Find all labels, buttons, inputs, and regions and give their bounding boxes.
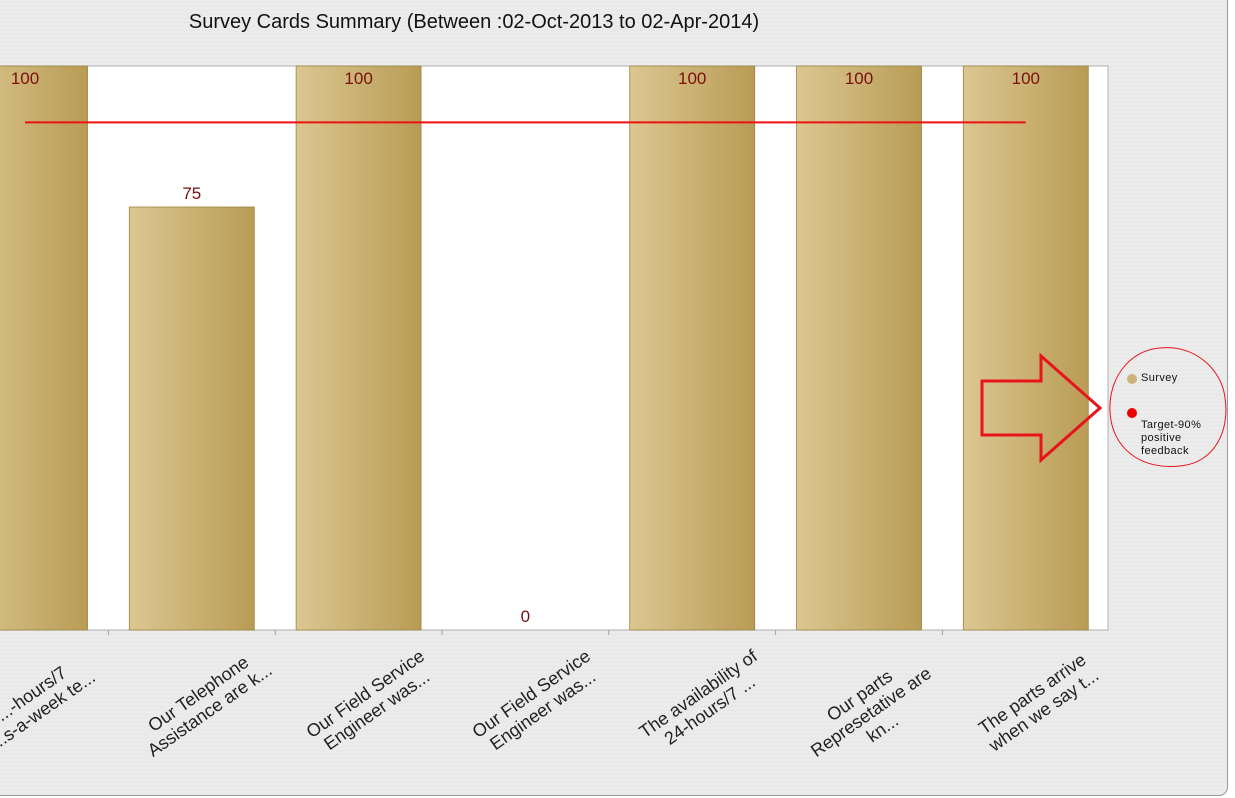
bar-value-label-3: 0	[521, 607, 530, 626]
bar-2[interactable]	[295, 65, 422, 631]
bar-4[interactable]	[629, 65, 756, 631]
bar-value-label-2: 100	[344, 69, 372, 88]
bar-value-label-5: 100	[845, 69, 873, 88]
legend-survey-marker	[1127, 374, 1137, 384]
bar-value-label-0: 100	[11, 69, 39, 88]
bar-6[interactable]	[962, 65, 1089, 631]
legend-item-target[interactable]: Target-90% positive feedback	[1123, 393, 1218, 458]
bar-5[interactable]	[796, 65, 922, 631]
bar-value-label-6: 100	[1012, 69, 1040, 88]
bar-value-label-4: 100	[678, 69, 706, 88]
bar-1[interactable]	[128, 206, 255, 631]
legend-target-label: Target-90% positive feedback	[1141, 419, 1202, 457]
legend[interactable]: Survey Target-90% positive feedback	[1123, 372, 1218, 466]
bar-0[interactable]	[0, 65, 88, 631]
bar-value-label-1: 75	[182, 184, 201, 203]
legend-item-survey[interactable]: Survey	[1123, 372, 1218, 385]
chart-title: Survey Cards Summary (Between :02-Oct-20…	[188, 11, 760, 33]
legend-survey-label: Survey	[1141, 372, 1178, 384]
legend-target-marker	[1127, 408, 1137, 418]
